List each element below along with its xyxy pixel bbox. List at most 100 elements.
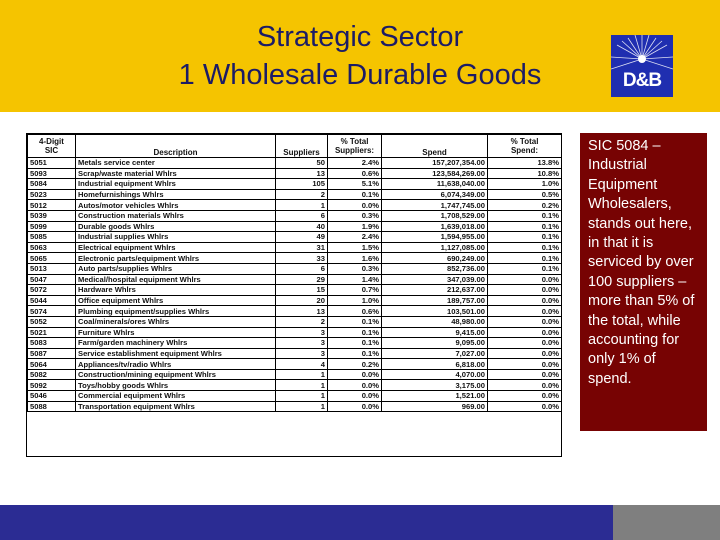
cell-sic: 5093 [27,167,76,180]
cell-description: Durable goods Whlrs [75,220,276,233]
cell-suppliers: 1 [275,368,328,381]
cell-spend: 1,127,085.00 [381,241,488,254]
header-pct-suppliers: % Total Suppliers: [327,134,382,158]
cell-sic: 5051 [27,157,76,169]
table-row: 5044 Office equipment Whlrs 20 1.0% 189,757.… [27,294,562,307]
cell-spend: 7,027.00 [381,347,488,360]
cell-pct-suppliers: 0.6% [327,305,382,317]
cell-spend: 9,095.00 [381,337,488,349]
cell-pct-spend: 0.0% [487,379,562,392]
table-row: 5087 Service establishment equipment Whlr… [27,347,562,360]
cell-pct-suppliers: 1.9% [327,220,382,233]
cell-spend: 1,708,529.00 [381,209,488,222]
cell-suppliers: 33 [275,252,328,264]
cell-sic: 5088 [27,400,76,413]
cell-suppliers: 2 [275,315,328,328]
callout-box: SIC 5084 – Industrial Equipment Wholesal… [580,133,707,431]
cell-description: Electrical equipment Whlrs [75,241,276,254]
cell-spend: 1,747,745.00 [381,199,488,211]
cell-pct-suppliers: 5.1% [327,178,382,190]
cell-pct-spend: 0.0% [487,400,562,413]
cell-description: Furniture Whlrs [75,326,276,339]
cell-suppliers: 15 [275,284,328,296]
cell-sic: 5087 [27,347,76,360]
table-row: 5072 Hardware Whlrs 15 0.7% 212,637.00 0.0% [27,284,562,296]
cell-description: Service establishment equipment Whlrs [75,347,276,360]
cell-spend: 189,757.00 [381,294,488,307]
cell-suppliers: 40 [275,220,328,233]
cell-sic: 5023 [27,188,76,201]
cell-pct-suppliers: 1.6% [327,252,382,264]
cell-suppliers: 1 [275,390,328,402]
table-row: 5023 Homefurnishings Whlrs 2 0.1% 6,074,349.… [27,188,562,201]
table-row: 5093 Scrap/waste material Whlrs 13 0.6% 123,… [27,167,562,180]
cell-pct-suppliers: 0.1% [327,188,382,201]
cell-pct-suppliers: 0.6% [327,167,382,180]
table-row: 5085 Industrial supplies Whlrs 49 2.4% 1,594… [27,231,562,243]
cell-spend: 103,501.00 [381,305,488,317]
cell-description: Electronic parts/equipment Whlrs [75,252,276,264]
cell-sic: 5052 [27,315,76,328]
cell-spend: 1,594,955.00 [381,231,488,243]
cell-pct-suppliers: 2.4% [327,157,382,169]
cell-pct-suppliers: 0.1% [327,315,382,328]
cell-description: Autos/motor vehicles Whlrs [75,199,276,211]
table-row: 5074 Plumbing equipment/supplies Whlrs 13 0… [27,305,562,317]
cell-description: Appliances/tv/radio Whlrs [75,358,276,370]
dnb-logo: D&B [611,35,673,97]
cell-pct-suppliers: 0.3% [327,209,382,222]
cell-pct-suppliers: 0.1% [327,337,382,349]
cell-description: Auto parts/supplies Whlrs [75,262,276,275]
table-row: 5063 Electrical equipment Whlrs 31 1.5% 1,12… [27,241,562,254]
table-row: 5052 Coal/minerals/ores Whlrs 2 0.1% 48,980.… [27,315,562,328]
cell-spend: 11,638,040.00 [381,178,488,190]
table-row: 5064 Appliances/tv/radio Whlrs 4 0.2% 6,818.… [27,358,562,370]
cell-sic: 5065 [27,252,76,264]
cell-description: Coal/minerals/ores Whlrs [75,315,276,328]
table-row: 5083 Farm/garden machinery Whlrs 3 0.1% 9,09… [27,337,562,349]
cell-pct-suppliers: 0.7% [327,284,382,296]
cell-spend: 9,415.00 [381,326,488,339]
cell-suppliers: 49 [275,231,328,243]
cell-pct-suppliers: 0.0% [327,199,382,211]
cell-pct-spend: 0.0% [487,273,562,286]
cell-description: Construction materials Whlrs [75,209,276,222]
cell-sic: 5044 [27,294,76,307]
cell-suppliers: 6 [275,262,328,275]
cell-description: Industrial equipment Whlrs [75,178,276,190]
cell-suppliers: 50 [275,157,328,169]
cell-description: Toys/hobby goods Whlrs [75,379,276,392]
header-spend: Spend [381,134,488,158]
cell-pct-suppliers: 0.0% [327,390,382,402]
cell-spend: 347,039.00 [381,273,488,286]
cell-suppliers: 1 [275,199,328,211]
cell-suppliers: 105 [275,178,328,190]
table-row: 5013 Auto parts/supplies Whlrs 6 0.3% 852,73… [27,262,562,275]
cell-suppliers: 29 [275,273,328,286]
cell-pct-spend: 0.1% [487,262,562,275]
cell-pct-spend: 0.0% [487,337,562,349]
cell-sic: 5099 [27,220,76,233]
cell-suppliers: 20 [275,294,328,307]
table-row: 5099 Durable goods Whlrs 40 1.9% 1,639,018.0… [27,220,562,233]
cell-spend: 123,584,269.00 [381,167,488,180]
cell-suppliers: 3 [275,347,328,360]
table-row: 5012 Autos/motor vehicles Whlrs 1 0.0% 1,747… [27,199,562,211]
cell-pct-spend: 0.0% [487,390,562,402]
cell-pct-suppliers: 1.4% [327,273,382,286]
title-banner: Strategic Sector 1 Wholesale Durable Goo… [0,0,720,112]
cell-description: Scrap/waste material Whlrs [75,167,276,180]
table-row: 5084 Industrial equipment Whlrs 105 5.1% 11,… [27,178,562,190]
cell-suppliers: 13 [275,167,328,180]
cell-suppliers: 1 [275,379,328,392]
cell-spend: 3,175.00 [381,379,488,392]
cell-pct-spend: 0.5% [487,188,562,201]
cell-pct-spend: 0.0% [487,294,562,307]
cell-pct-suppliers: 0.0% [327,379,382,392]
cell-pct-spend: 0.2% [487,199,562,211]
cell-sic: 5013 [27,262,76,275]
cell-spend: 4,070.00 [381,368,488,381]
cell-sic: 5046 [27,390,76,402]
cell-suppliers: 4 [275,358,328,370]
cell-suppliers: 3 [275,326,328,339]
